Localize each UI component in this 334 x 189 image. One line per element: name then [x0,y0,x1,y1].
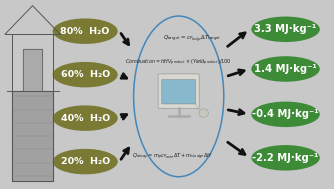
Text: -2.2 MJ·kg⁻¹: -2.2 MJ·kg⁻¹ [252,153,319,163]
Text: $Combustion = HHV_{product} \times (Yield_{product})/100$: $Combustion = HHV_{product} \times (Yiel… [125,58,232,68]
Text: 40%  H₂O: 40% H₂O [60,114,110,123]
FancyBboxPatch shape [162,80,196,104]
Text: $Q_{target} = c_{P_{sludge}}\Delta T_{target}$: $Q_{target} = c_{P_{sludge}}\Delta T_{ta… [163,34,221,45]
Ellipse shape [251,17,320,42]
Text: $Q_{decay} = m_p c_{P_{water}} \Delta T + m_{sludge} \Delta H$: $Q_{decay} = m_p c_{P_{water}} \Delta T … [132,152,212,162]
Text: 20%  H₂O: 20% H₂O [60,157,110,166]
Ellipse shape [53,62,118,87]
Ellipse shape [199,109,208,117]
Ellipse shape [53,149,118,174]
Ellipse shape [251,102,320,127]
Text: 60%  H₂O: 60% H₂O [60,70,110,79]
Ellipse shape [251,56,320,82]
FancyBboxPatch shape [158,74,199,108]
Ellipse shape [251,145,320,170]
Text: 1.4 MJ·kg⁻¹: 1.4 MJ·kg⁻¹ [254,64,317,74]
Ellipse shape [53,19,118,44]
Text: -0.4 MJ·kg⁻¹: -0.4 MJ·kg⁻¹ [252,109,319,119]
Text: 3.3 MJ·kg⁻¹: 3.3 MJ·kg⁻¹ [255,24,317,34]
Ellipse shape [53,105,118,131]
Text: 80%  H₂O: 80% H₂O [60,27,110,36]
